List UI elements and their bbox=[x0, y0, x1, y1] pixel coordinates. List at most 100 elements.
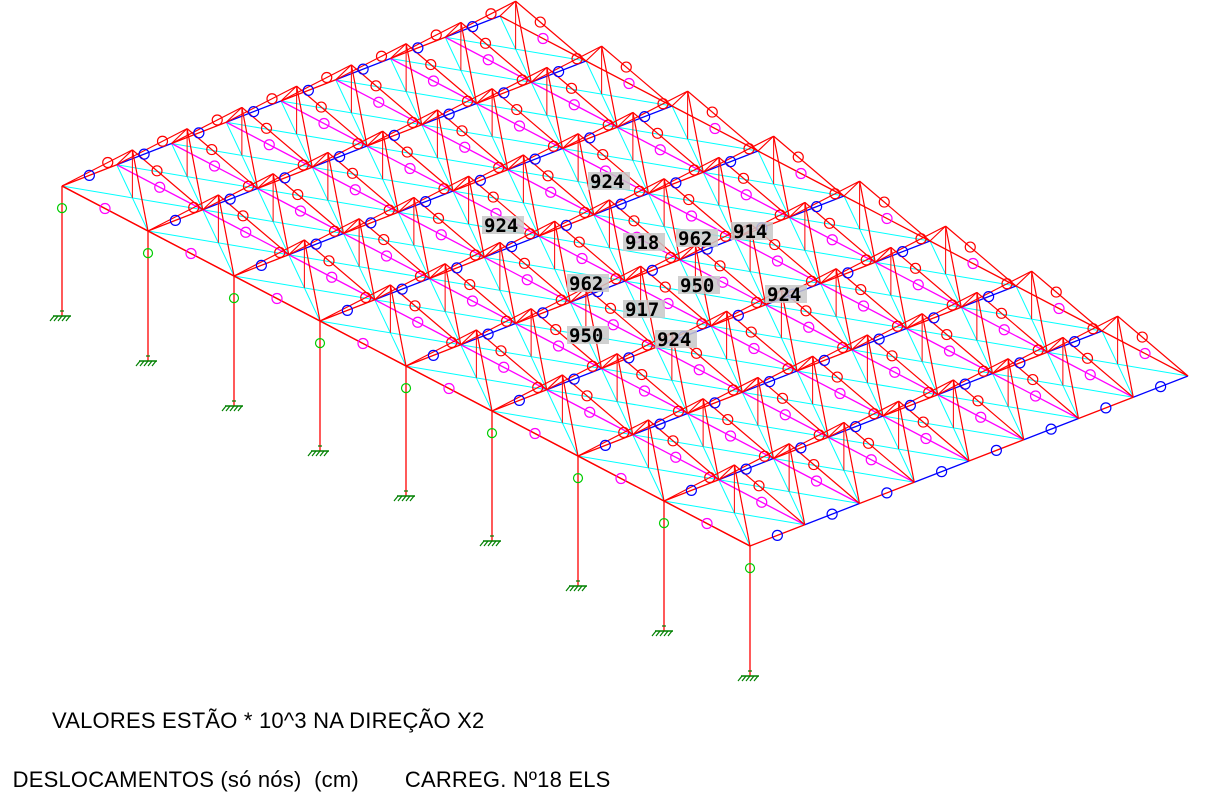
purlin bbox=[538, 235, 626, 282]
circle-node-icon bbox=[1155, 381, 1167, 393]
rafter-segment bbox=[257, 166, 313, 190]
circle-node-icon bbox=[511, 103, 523, 116]
circle-node-icon bbox=[380, 250, 393, 262]
truss-member bbox=[921, 313, 939, 395]
truss-member bbox=[687, 90, 759, 152]
purlin bbox=[452, 190, 540, 237]
truss-member bbox=[530, 308, 602, 369]
truss-member bbox=[851, 334, 868, 351]
purlin bbox=[171, 142, 258, 190]
truss-member bbox=[507, 133, 579, 171]
circle-node-icon bbox=[946, 299, 958, 311]
truss-member bbox=[280, 85, 298, 102]
circle-node-icon bbox=[714, 260, 726, 272]
purlin bbox=[679, 259, 767, 306]
circle-node-icon bbox=[534, 16, 546, 28]
circle-node-icon bbox=[584, 132, 596, 144]
circle-node-icon bbox=[388, 129, 400, 141]
fixed-support-icon bbox=[565, 580, 587, 592]
circle-node-icon bbox=[865, 454, 877, 466]
circle-node-icon bbox=[318, 117, 330, 130]
truss-member bbox=[773, 135, 845, 197]
circle-node-icon bbox=[709, 397, 721, 409]
circle-node-icon bbox=[829, 188, 841, 200]
fixed-support-icon bbox=[307, 445, 329, 457]
circle-node-icon bbox=[758, 450, 771, 462]
truss-member bbox=[812, 355, 884, 417]
purlin bbox=[280, 100, 368, 147]
circle-node-icon bbox=[881, 212, 893, 225]
circle-node-icon bbox=[722, 413, 734, 426]
rafter-segment bbox=[789, 195, 845, 218]
truss-member bbox=[843, 422, 861, 504]
truss-member bbox=[960, 291, 978, 308]
truss-member bbox=[843, 421, 915, 483]
circle-node-icon bbox=[208, 160, 221, 172]
truss-member bbox=[773, 136, 790, 218]
purlin bbox=[562, 147, 649, 195]
truss-member bbox=[608, 199, 681, 261]
truss-member bbox=[945, 226, 962, 308]
rafter-segment bbox=[828, 415, 884, 438]
circle-node-icon bbox=[83, 169, 95, 181]
column-node-icon bbox=[56, 203, 68, 214]
purlin bbox=[937, 394, 1025, 441]
circle-node-icon bbox=[518, 257, 531, 269]
circle-node-icon bbox=[474, 174, 486, 186]
purlin bbox=[366, 145, 454, 192]
label-background bbox=[567, 326, 609, 344]
circle-node-icon bbox=[1014, 357, 1026, 369]
truss-member bbox=[773, 443, 790, 459]
label-background bbox=[588, 172, 630, 190]
truss-member bbox=[780, 289, 798, 372]
displacement-value: 924 bbox=[657, 329, 691, 351]
rafter-segment bbox=[968, 439, 1024, 462]
truss-member bbox=[522, 154, 540, 237]
circle-node-icon bbox=[654, 418, 666, 430]
circle-node-icon bbox=[573, 236, 585, 248]
truss-member bbox=[616, 353, 634, 435]
circle-node-icon bbox=[685, 210, 698, 222]
rafter-segment bbox=[804, 502, 860, 526]
column-node-icon bbox=[486, 428, 498, 439]
truss-member bbox=[577, 133, 649, 194]
circle-node-icon bbox=[1136, 331, 1148, 343]
circle-node-icon bbox=[920, 432, 932, 445]
truss-member bbox=[233, 239, 305, 277]
circle-node-icon bbox=[537, 307, 549, 319]
circle-node-icon bbox=[401, 146, 413, 158]
circle-node-icon bbox=[188, 201, 200, 214]
truss-member bbox=[499, 0, 517, 17]
rafter-segment bbox=[648, 171, 704, 195]
eave-beam bbox=[319, 320, 407, 367]
truss-member bbox=[429, 241, 501, 280]
circle-node-icon bbox=[604, 302, 617, 314]
truss-member bbox=[757, 376, 829, 438]
circle-node-icon bbox=[211, 114, 223, 126]
circle-node-icon bbox=[346, 167, 359, 179]
node-markers-layer bbox=[56, 8, 1167, 574]
rafter-segment bbox=[390, 36, 446, 60]
circle-node-icon bbox=[185, 247, 197, 260]
purlin bbox=[225, 121, 313, 168]
circle-node-icon bbox=[357, 63, 369, 75]
circle-node-icon bbox=[521, 274, 533, 286]
circle-node-icon bbox=[263, 139, 275, 151]
circle-node-icon bbox=[771, 529, 783, 541]
purlin bbox=[616, 126, 704, 173]
rafter-segment bbox=[914, 460, 970, 483]
circle-node-icon bbox=[1001, 278, 1013, 290]
truss-member bbox=[389, 284, 407, 367]
truss-member bbox=[1062, 337, 1080, 419]
rafter-segment bbox=[617, 105, 673, 128]
truss-member bbox=[640, 265, 712, 327]
circle-node-icon bbox=[99, 202, 111, 215]
purlin bbox=[374, 299, 462, 346]
truss-member bbox=[382, 131, 399, 213]
truss-member bbox=[585, 286, 657, 348]
truss-member bbox=[663, 178, 735, 239]
purlin bbox=[843, 195, 931, 242]
circle-node-icon bbox=[823, 217, 836, 229]
circle-node-icon bbox=[446, 336, 458, 349]
